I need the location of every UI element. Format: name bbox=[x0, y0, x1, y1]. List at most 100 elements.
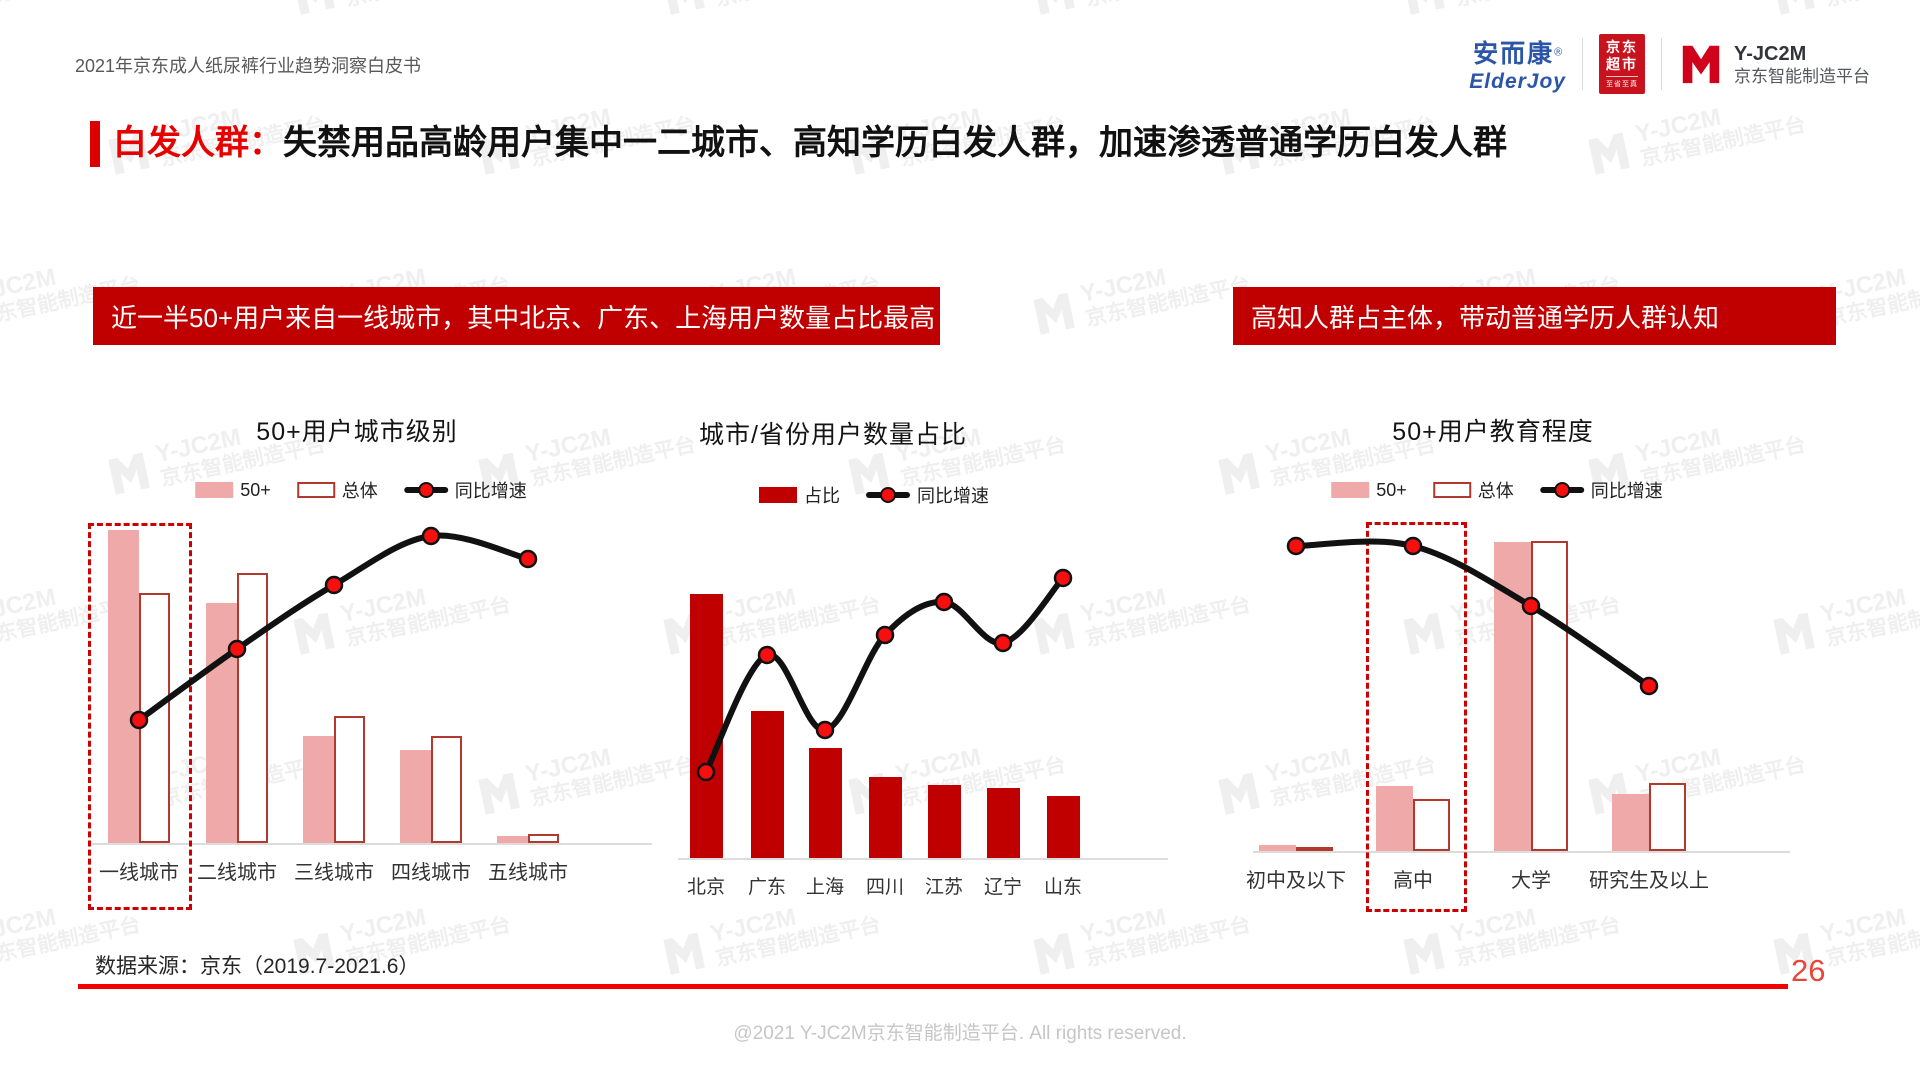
chart1-bar-pink-2 bbox=[303, 736, 334, 843]
legend-item: 占比 bbox=[759, 482, 840, 508]
pink-swatch-icon bbox=[1331, 482, 1370, 498]
chart2-bar-red-6 bbox=[1046, 796, 1080, 858]
yjc2m-m-icon bbox=[1682, 45, 1720, 84]
outline-swatch-icon bbox=[1432, 482, 1471, 498]
chart1-bar-pink-4 bbox=[497, 836, 528, 843]
legend-label: 同比增速 bbox=[917, 486, 989, 506]
legend-label: 同比增速 bbox=[1590, 481, 1663, 501]
chart1-category-label: 二线城市 bbox=[197, 862, 277, 884]
chart2-bar-red-1 bbox=[750, 711, 784, 858]
accent-bar bbox=[90, 121, 100, 167]
chart3-category-label: 大学 bbox=[1511, 870, 1551, 892]
chart1-legend: 50+ 总体 同比增速 bbox=[195, 477, 527, 503]
legend-label: 50+ bbox=[1376, 479, 1407, 500]
chart2-legend: 占比 同比增速 bbox=[759, 482, 989, 508]
chart2-bar-red-4 bbox=[927, 785, 961, 858]
data-source-note: 数据来源：京东（2019.7-2021.6） bbox=[95, 955, 420, 978]
legend-label: 总体 bbox=[341, 481, 378, 501]
chart1-category-label: 三线城市 bbox=[294, 862, 374, 884]
document-title: 2021年京东成人纸尿裤行业趋势洞察白皮书 bbox=[75, 56, 422, 76]
platform-name: Y-JC2M bbox=[1734, 42, 1807, 65]
pink-swatch-icon bbox=[195, 482, 234, 498]
chart2-bar-red-0 bbox=[689, 594, 723, 858]
chart3-bar-outline-2 bbox=[1531, 541, 1568, 851]
chart2-category-label: 四川 bbox=[865, 877, 905, 898]
page-number: 26 bbox=[1791, 953, 1826, 988]
chart3-legend: 50+ 总体 同比增速 bbox=[1331, 477, 1663, 503]
registered-mark: ® bbox=[1554, 46, 1563, 59]
chart3-category-label: 高中 bbox=[1393, 870, 1433, 892]
footer-rule bbox=[78, 984, 1788, 989]
jd-logo-line1: 京东 bbox=[1606, 39, 1638, 55]
insight-banner-right: 高知人群占主体，带动普通学历人群认知 bbox=[1233, 287, 1836, 345]
legend-item: 总体 bbox=[296, 477, 378, 503]
divider bbox=[1582, 38, 1583, 90]
chart1-bar-outline-2 bbox=[334, 716, 365, 843]
chart2-bar-red-2 bbox=[808, 748, 842, 858]
chart1-bar-outline-3 bbox=[431, 736, 462, 843]
chart3-axis bbox=[1253, 851, 1790, 853]
legend-label: 50+ bbox=[240, 479, 271, 500]
line-swatch-icon bbox=[866, 492, 910, 498]
legend-label: 同比增速 bbox=[454, 481, 527, 501]
chart3-bar-outline-0 bbox=[1296, 847, 1333, 851]
chart2-category-label: 辽宁 bbox=[983, 877, 1023, 898]
headline-tag: 白发人群： bbox=[113, 124, 283, 162]
legend-item: 同比增速 bbox=[1539, 477, 1663, 503]
jd-logo-line2: 超市 bbox=[1606, 56, 1638, 72]
elderjoy-cn-text: 安而康 bbox=[1473, 40, 1555, 68]
red-swatch-icon bbox=[759, 487, 797, 503]
legend-item: 同比增速 bbox=[403, 477, 527, 503]
legend-item: 50+ bbox=[1331, 480, 1407, 501]
chart2-axis bbox=[678, 858, 1168, 860]
chart1-category-label: 一线城市 bbox=[99, 862, 179, 884]
chart1-title: 50+用户城市级别 bbox=[256, 418, 458, 446]
chart1-category-label: 四线城市 bbox=[391, 862, 471, 884]
jd-logo-tagline: 至省至真 bbox=[1606, 76, 1638, 89]
chart3-bar-pink-1 bbox=[1376, 786, 1413, 851]
chart2-category-label: 山东 bbox=[1043, 877, 1083, 898]
chart3-bar-pink-0 bbox=[1259, 845, 1296, 851]
chart2-title: 城市/省份用户数量占比 bbox=[699, 421, 967, 449]
chart3-bar-pink-3 bbox=[1612, 794, 1649, 851]
legend-item: 同比增速 bbox=[866, 482, 989, 508]
chart2-bar-red-5 bbox=[986, 788, 1020, 858]
highlight-box-highschool bbox=[1366, 522, 1467, 912]
highlight-box-tier1-cities bbox=[88, 523, 192, 910]
chart1-bar-pink-3 bbox=[400, 750, 431, 843]
copyright-text: @2021 Y-JC2M京东智能制造平台. All rights reserve… bbox=[733, 1023, 1187, 1044]
logo-strip: 安而康® ElderJoy 京东 超市 至省至真 Y-JC2M 京东智能制造平台 bbox=[1469, 34, 1870, 94]
elderjoy-logo: 安而康® ElderJoy bbox=[1469, 34, 1566, 94]
chart3-bar-pink-2 bbox=[1494, 542, 1531, 851]
chart2-category-label: 北京 bbox=[686, 877, 726, 898]
slide-headline: 白发人群：失禁用品高龄用户集中一二城市、高知学历白发人群，加速渗透普通学历白发人… bbox=[90, 118, 1507, 168]
yjc2m-platform-logo: Y-JC2M 京东智能制造平台 bbox=[1678, 41, 1870, 87]
chart3-category-label: 初中及以下 bbox=[1246, 870, 1346, 892]
platform-subtitle: 京东智能制造平台 bbox=[1734, 66, 1870, 86]
chart1-category-label: 五线城市 bbox=[488, 862, 568, 884]
chart3-bar-outline-3 bbox=[1649, 783, 1686, 851]
chart1-bar-outline-4 bbox=[528, 834, 559, 843]
insight-banner-left: 近一半50+用户来自一线城市，其中北京、广东、上海用户数量占比最高 bbox=[93, 287, 940, 345]
legend-item: 50+ bbox=[195, 480, 271, 501]
chart2-bar-red-3 bbox=[868, 777, 902, 858]
chart1-bar-pink-0 bbox=[108, 530, 139, 843]
chart3-title: 50+用户教育程度 bbox=[1392, 418, 1594, 446]
chart1-axis bbox=[92, 843, 652, 845]
legend-label: 占比 bbox=[804, 486, 840, 506]
headline-text: 失禁用品高龄用户集中一二城市、高知学历白发人群，加速渗透普通学历白发人群 bbox=[283, 124, 1507, 162]
line-swatch-icon bbox=[403, 487, 448, 493]
jd-supermarket-logo: 京东 超市 至省至真 bbox=[1599, 34, 1645, 94]
chart3-category-label: 研究生及以上 bbox=[1589, 870, 1709, 892]
line-swatch-icon bbox=[1539, 487, 1584, 493]
chart1-bar-pink-1 bbox=[206, 603, 237, 843]
legend-label: 总体 bbox=[1477, 481, 1514, 501]
chart3-bar-outline-1 bbox=[1413, 799, 1450, 851]
outline-swatch-icon bbox=[296, 482, 335, 498]
chart1-bar-outline-1 bbox=[237, 573, 268, 843]
chart2-category-label: 上海 bbox=[805, 877, 845, 898]
legend-item: 总体 bbox=[1432, 477, 1514, 503]
chart2-category-label: 广东 bbox=[747, 877, 787, 898]
divider bbox=[1661, 38, 1662, 90]
chart2-category-label: 江苏 bbox=[924, 877, 964, 898]
